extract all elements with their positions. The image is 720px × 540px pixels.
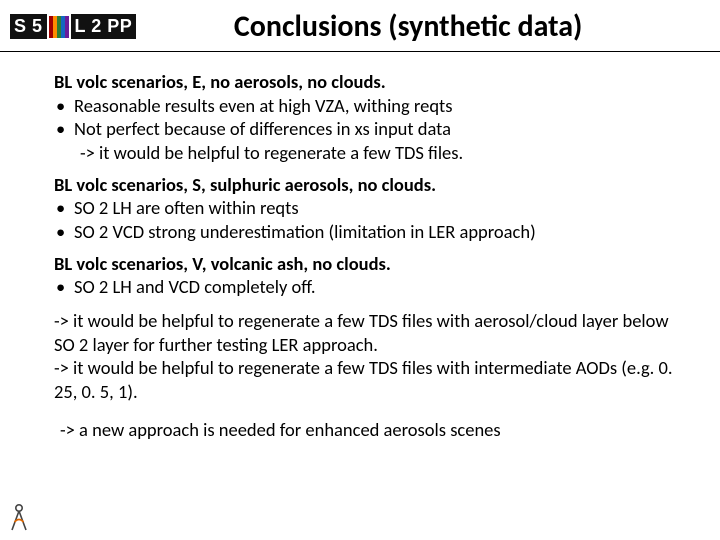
slide: S 5 L 2 PP Conclusions (synthetic data) … [0, 0, 720, 540]
sub-indent: -> it would be helpful to regenerate a f… [54, 141, 676, 165]
logo-left-text: S 5 [14, 16, 43, 37]
footer-logo-icon [8, 502, 30, 532]
page-title: Conclusions (synthetic data) [136, 8, 710, 45]
logo-bar-4 [65, 16, 69, 38]
section-heading: BL volc scenarios, E, no aerosols, no cl… [54, 70, 676, 94]
section-heading: BL volc scenarios, S, sulphuric aerosols… [54, 173, 676, 197]
section-v: BL volc scenarios, V, volcanic ash, no c… [54, 252, 676, 299]
note-line: -> it would be helpful to regenerate a f… [54, 356, 676, 403]
logo-color-bars [49, 16, 69, 38]
final-note: -> a new approach is needed for enhanced… [54, 418, 676, 442]
logo-right-box: L 2 PP [71, 14, 137, 39]
bullet-item: SO 2 VCD strong underestimation (limitat… [54, 220, 676, 244]
header: S 5 L 2 PP Conclusions (synthetic data) [0, 0, 720, 52]
logo-right-text: L 2 PP [75, 16, 133, 37]
section-e: BL volc scenarios, E, no aerosols, no cl… [54, 70, 676, 165]
content-area: BL volc scenarios, E, no aerosols, no cl… [0, 52, 720, 441]
note-line: -> it would be helpful to regenerate a f… [54, 309, 676, 356]
section-s: BL volc scenarios, S, sulphuric aerosols… [54, 173, 676, 244]
bullet-item: SO 2 LH and VCD completely off. [54, 275, 676, 299]
logo-left-box: S 5 [10, 14, 47, 39]
bullet-item: SO 2 LH are often within reqts [54, 196, 676, 220]
after-notes: -> it would be helpful to regenerate a f… [54, 309, 676, 404]
brand-logo: S 5 L 2 PP [10, 14, 136, 39]
section-heading: BL volc scenarios, V, volcanic ash, no c… [54, 252, 676, 276]
bullet-item: Reasonable results even at high VZA, wit… [54, 94, 676, 118]
bullet-item: Not perfect because of differences in xs… [54, 117, 676, 141]
